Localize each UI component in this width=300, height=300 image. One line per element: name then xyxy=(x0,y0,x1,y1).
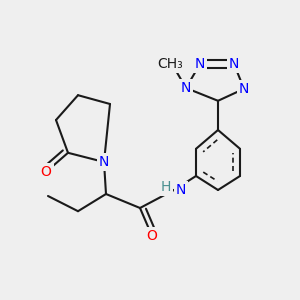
Text: O: O xyxy=(147,229,158,243)
Text: N: N xyxy=(239,82,249,96)
Text: O: O xyxy=(40,165,51,179)
Text: CH₃: CH₃ xyxy=(157,57,183,71)
Text: H: H xyxy=(160,180,171,194)
Text: N: N xyxy=(229,57,239,71)
Text: N: N xyxy=(195,57,205,71)
Text: N: N xyxy=(181,81,191,95)
Text: N: N xyxy=(99,155,109,169)
Text: N: N xyxy=(176,183,186,197)
